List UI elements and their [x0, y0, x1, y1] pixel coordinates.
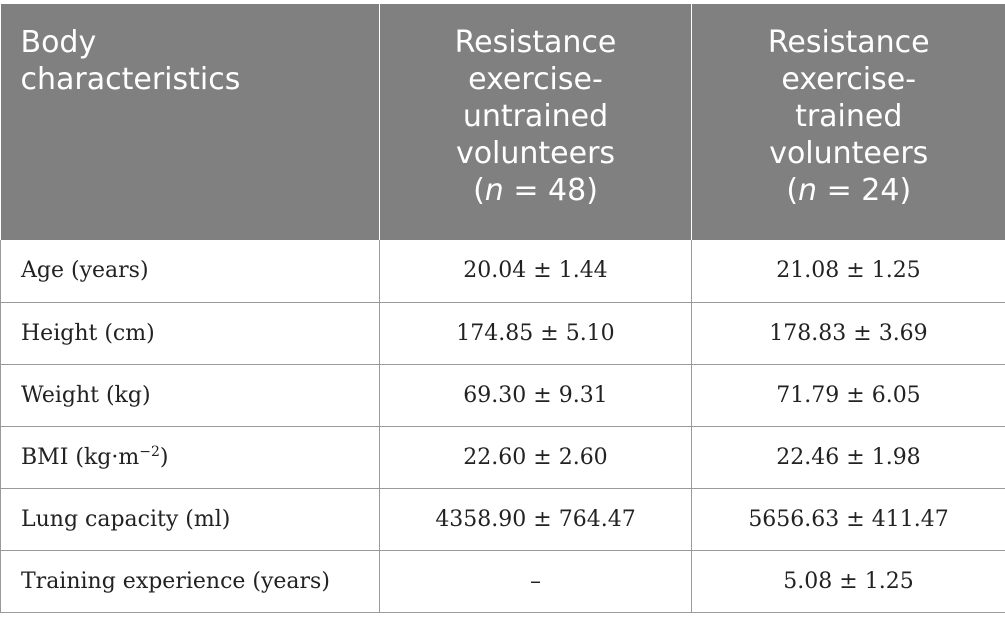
header-col3-line3: trained: [795, 99, 903, 134]
cell-untrained-bmi: 22.60 ± 2.60: [379, 425, 692, 489]
header-col2-n-open: (: [473, 173, 485, 208]
header-col2-line3: untrained: [462, 99, 609, 134]
header-col3-line1: Resistance: [767, 25, 930, 60]
row-label-training-experience: Training experience (years): [0, 549, 380, 613]
header-body-characteristics: Body characteristics: [0, 4, 380, 240]
row-label-height: Height (cm): [0, 301, 380, 365]
cell-untrained-training-experience: –: [379, 549, 692, 613]
header-col2-n-rest: = 48): [503, 173, 598, 208]
header-col1-line2: characteristics: [20, 62, 241, 97]
table-row: Height (cm) 174.85 ± 5.10 178.83 ± 3.69: [0, 301, 1005, 365]
cell-trained-bmi: 22.46 ± 1.98: [691, 425, 1005, 489]
table-header: Body characteristics Resistance exercise…: [0, 4, 1005, 240]
header-col3-n-open: (: [786, 173, 799, 208]
header-col3-n-var: n: [798, 173, 818, 208]
bmi-label-pre: BMI (kg·m: [21, 444, 140, 470]
bmi-label-post: ): [159, 444, 169, 470]
body-characteristics-table: Body characteristics Resistance exercise…: [0, 4, 1005, 613]
table-row: Training experience (years) – 5.08 ± 1.2…: [0, 549, 1005, 613]
cell-untrained-weight: 69.30 ± 9.31: [379, 363, 692, 427]
cell-untrained-height: 174.85 ± 5.10: [379, 301, 692, 365]
row-label-lung-capacity: Lung capacity (ml): [0, 487, 380, 551]
table-body: Age (years) 20.04 ± 1.44 21.08 ± 1.25 He…: [0, 240, 1005, 613]
cell-trained-height: 178.83 ± 3.69: [691, 301, 1005, 365]
header-col2-line4: volunteers: [455, 136, 616, 171]
row-label-age: Age (years): [0, 240, 380, 303]
header-col2-n-var: n: [484, 173, 504, 208]
cell-trained-training-experience: 5.08 ± 1.25: [691, 549, 1005, 613]
cell-untrained-lung-capacity: 4358.90 ± 764.47: [379, 487, 692, 551]
header-col1-line1: Body: [20, 25, 97, 60]
cell-trained-lung-capacity: 5656.63 ± 411.47: [691, 487, 1005, 551]
table-row: BMI (kg·m−2) 22.60 ± 2.60 22.46 ± 1.98: [0, 425, 1005, 489]
header-col3-line4: volunteers: [769, 136, 929, 171]
table-row: Lung capacity (ml) 4358.90 ± 764.47 5656…: [0, 487, 1005, 551]
header-untrained-volunteers: Resistance exercise- untrained volunteer…: [379, 4, 692, 240]
cell-trained-weight: 71.79 ± 6.05: [691, 363, 1005, 427]
header-trained-volunteers: Resistance exercise- trained volunteers …: [691, 4, 1005, 240]
table-row: Weight (kg) 69.30 ± 9.31 71.79 ± 6.05: [0, 363, 1005, 427]
row-label-weight: Weight (kg): [0, 363, 380, 427]
header-col2-line1: Resistance: [454, 25, 617, 60]
characteristics-table-container: Body characteristics Resistance exercise…: [0, 4, 1005, 613]
header-row: Body characteristics Resistance exercise…: [0, 4, 1005, 240]
header-col3-line2: exercise-: [781, 62, 917, 97]
cell-untrained-age: 20.04 ± 1.44: [379, 240, 692, 303]
row-label-bmi: BMI (kg·m−2): [0, 425, 380, 489]
header-col2-line2: exercise-: [468, 62, 603, 97]
table-row: Age (years) 20.04 ± 1.44 21.08 ± 1.25: [0, 240, 1005, 303]
bmi-label-sup: −2: [139, 443, 160, 460]
cell-trained-age: 21.08 ± 1.25: [691, 240, 1005, 303]
header-col3-n-rest: = 24): [817, 173, 912, 208]
